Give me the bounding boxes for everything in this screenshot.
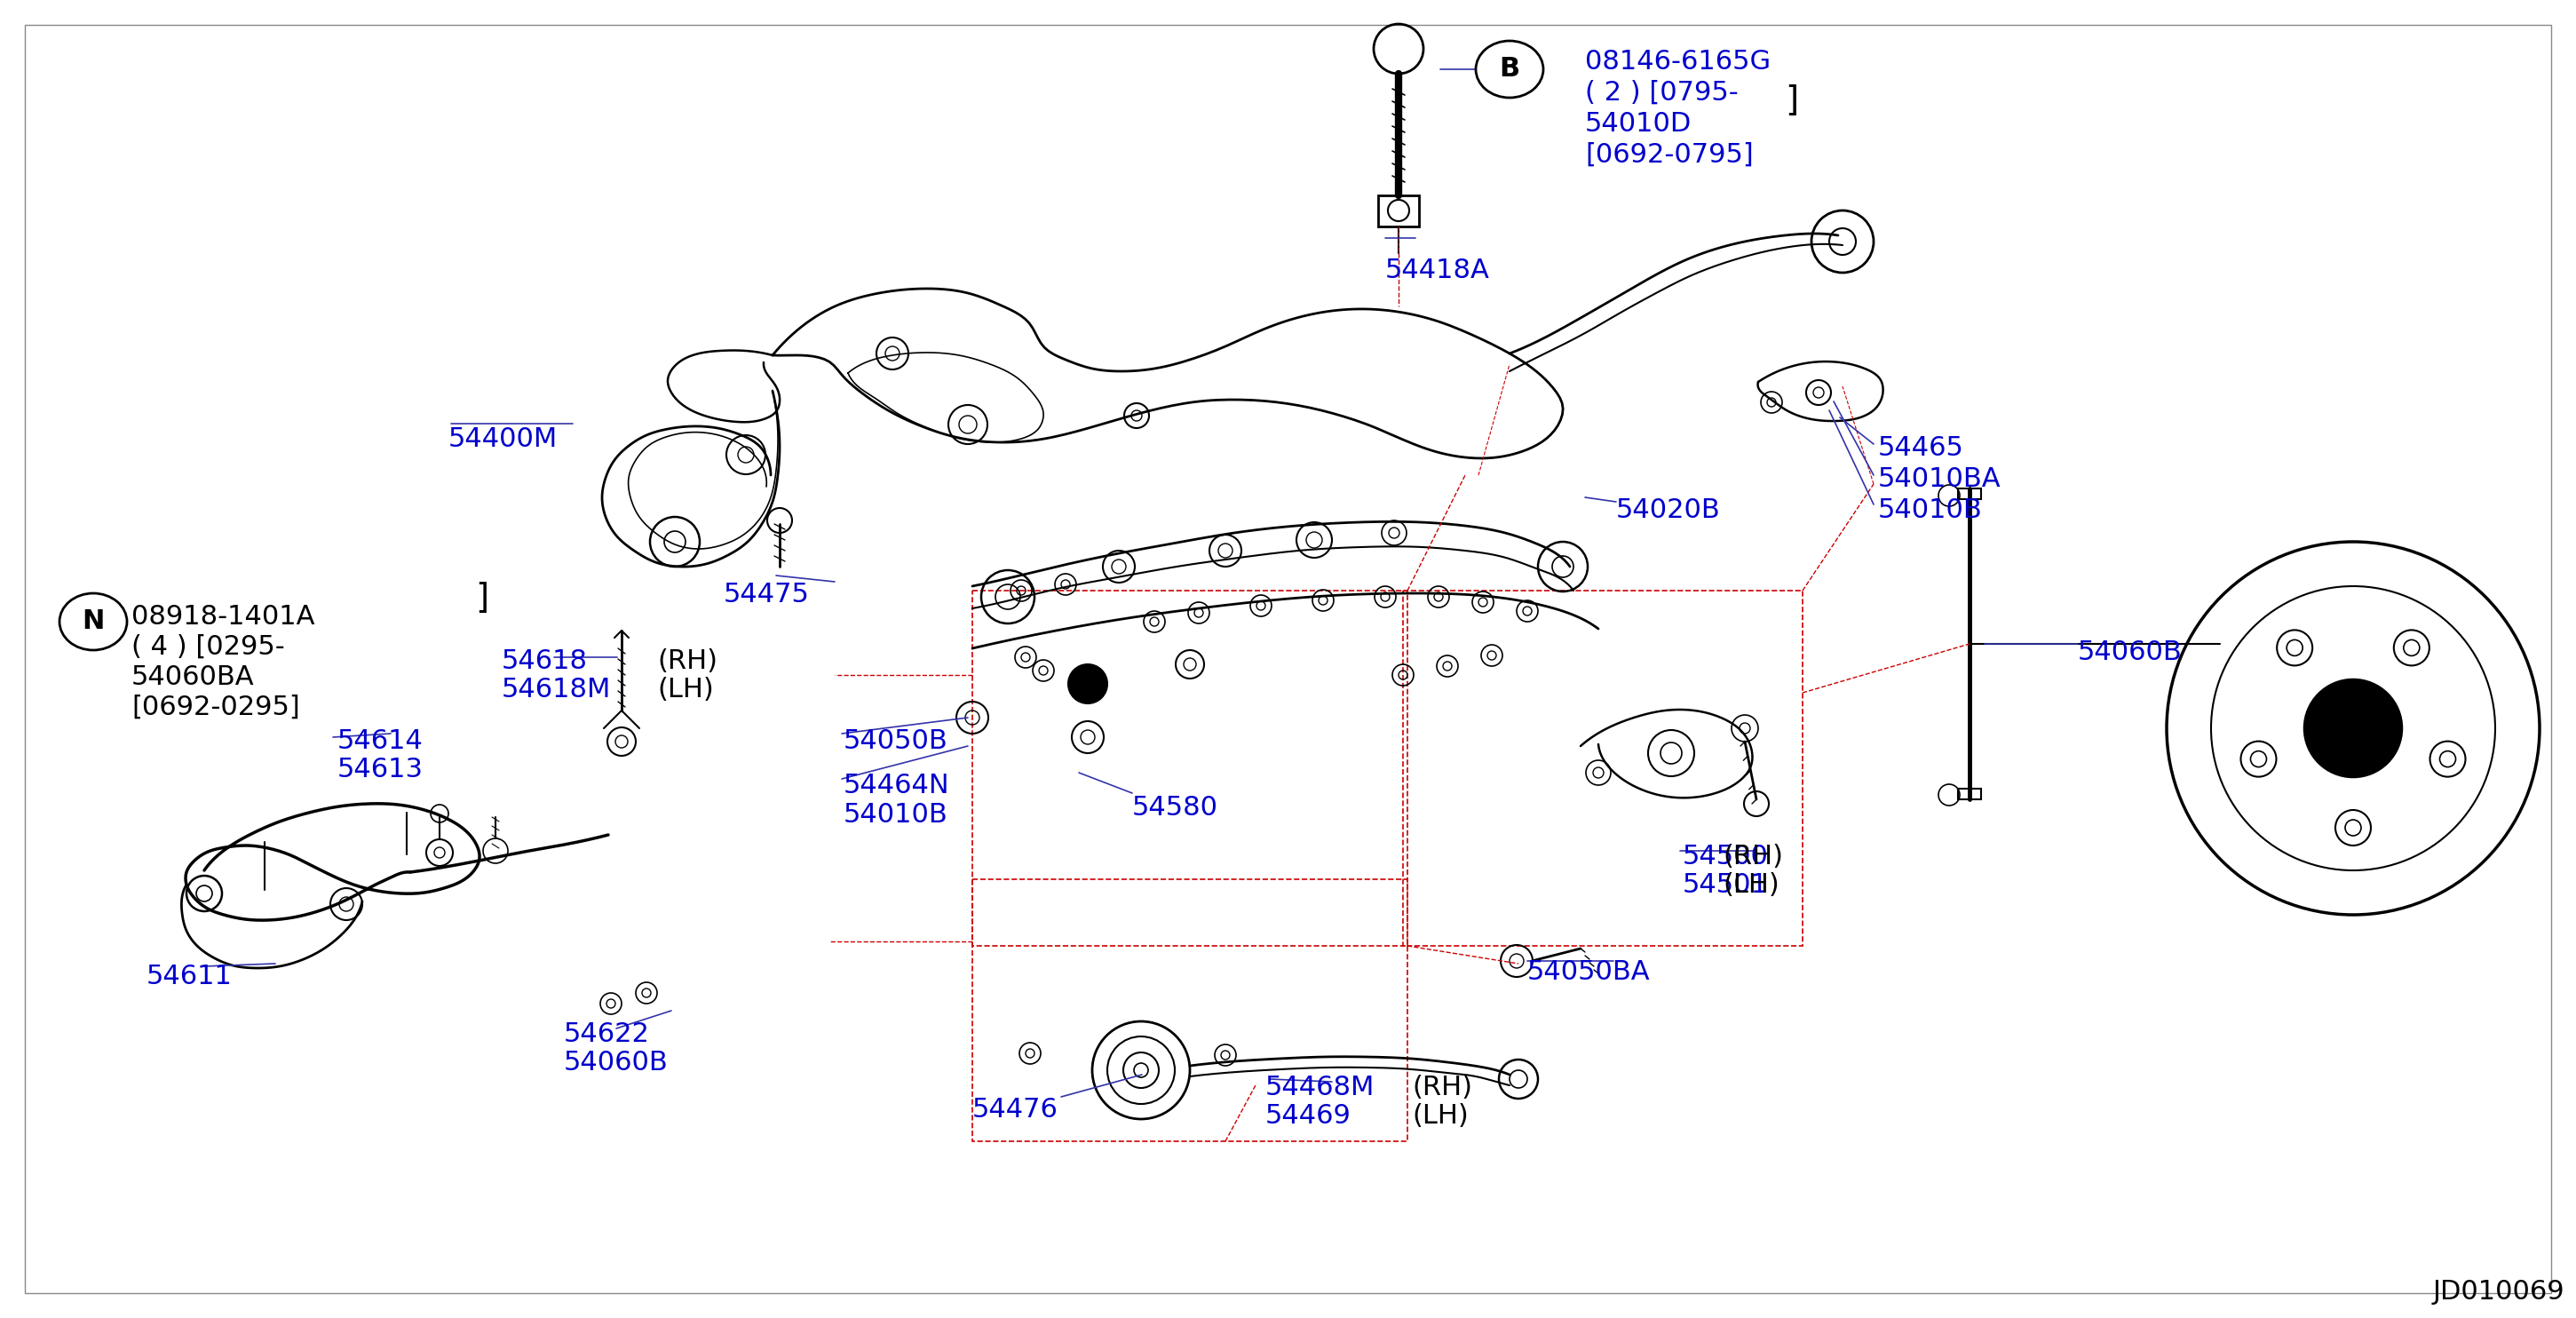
Text: 54050B: 54050B: [842, 729, 948, 754]
Text: 54618: 54618: [502, 648, 587, 673]
Circle shape: [1069, 664, 1108, 704]
Text: (RH): (RH): [1412, 1074, 1473, 1101]
Text: 54500: 54500: [1682, 844, 1770, 870]
Bar: [1378, 195, 1419, 227]
Text: ]: ]: [474, 581, 489, 616]
Text: 54060B: 54060B: [2079, 639, 2182, 666]
Bar: [1958, 788, 1981, 799]
Text: 54501: 54501: [1682, 873, 1770, 898]
Text: 54464N: 54464N: [842, 772, 951, 799]
Text: 54010B: 54010B: [1878, 497, 1984, 523]
Text: (LH): (LH): [1723, 873, 1780, 898]
Bar: [971, 590, 1406, 946]
Bar: [1958, 489, 1981, 500]
Ellipse shape: [1476, 41, 1543, 98]
Text: [0692-0295]: [0692-0295]: [131, 695, 299, 720]
Text: 54060BA: 54060BA: [131, 664, 255, 691]
Text: 54010BA: 54010BA: [1878, 467, 2002, 492]
Text: 54465: 54465: [1878, 435, 1963, 461]
Text: ( 2 ) [0795-: ( 2 ) [0795-: [1584, 80, 1739, 105]
Text: JD010069: JD010069: [2434, 1278, 2566, 1305]
Text: 54400M: 54400M: [448, 426, 559, 452]
Text: [0692-0795]: [0692-0795]: [1584, 142, 1754, 167]
Text: 54468M: 54468M: [1265, 1074, 1376, 1101]
Bar: [971, 879, 1406, 1141]
Text: 54611: 54611: [147, 963, 232, 990]
Text: 08146-6165G: 08146-6165G: [1584, 49, 1770, 75]
Text: 54618M: 54618M: [502, 676, 611, 702]
Text: 08918-1401A: 08918-1401A: [131, 604, 314, 630]
Text: 54614: 54614: [337, 729, 422, 754]
Circle shape: [2306, 679, 2401, 778]
Text: 54010B: 54010B: [842, 801, 948, 828]
Text: N: N: [82, 609, 106, 634]
Text: (LH): (LH): [657, 676, 714, 702]
Text: 54476: 54476: [971, 1097, 1059, 1123]
Text: 54469: 54469: [1265, 1103, 1352, 1128]
Text: (LH): (LH): [1412, 1103, 1468, 1128]
Text: (RH): (RH): [1723, 844, 1783, 870]
Text: 54622: 54622: [564, 1021, 649, 1046]
Text: 54020B: 54020B: [1615, 497, 1721, 523]
Text: 54580: 54580: [1133, 795, 1218, 821]
Text: 54050BA: 54050BA: [1528, 960, 1651, 985]
Text: B: B: [1499, 57, 1520, 82]
Text: 54418A: 54418A: [1386, 257, 1489, 283]
Text: 54475: 54475: [724, 581, 809, 608]
Text: 54613: 54613: [337, 757, 422, 783]
Text: 54010D: 54010D: [1584, 111, 1692, 137]
Text: (RH): (RH): [657, 648, 719, 673]
Text: ]: ]: [1785, 84, 1798, 119]
Ellipse shape: [59, 593, 126, 650]
Text: 54060B: 54060B: [564, 1049, 667, 1075]
Bar: [1404, 590, 1803, 946]
Text: ( 4 ) [0295-: ( 4 ) [0295-: [131, 634, 286, 660]
